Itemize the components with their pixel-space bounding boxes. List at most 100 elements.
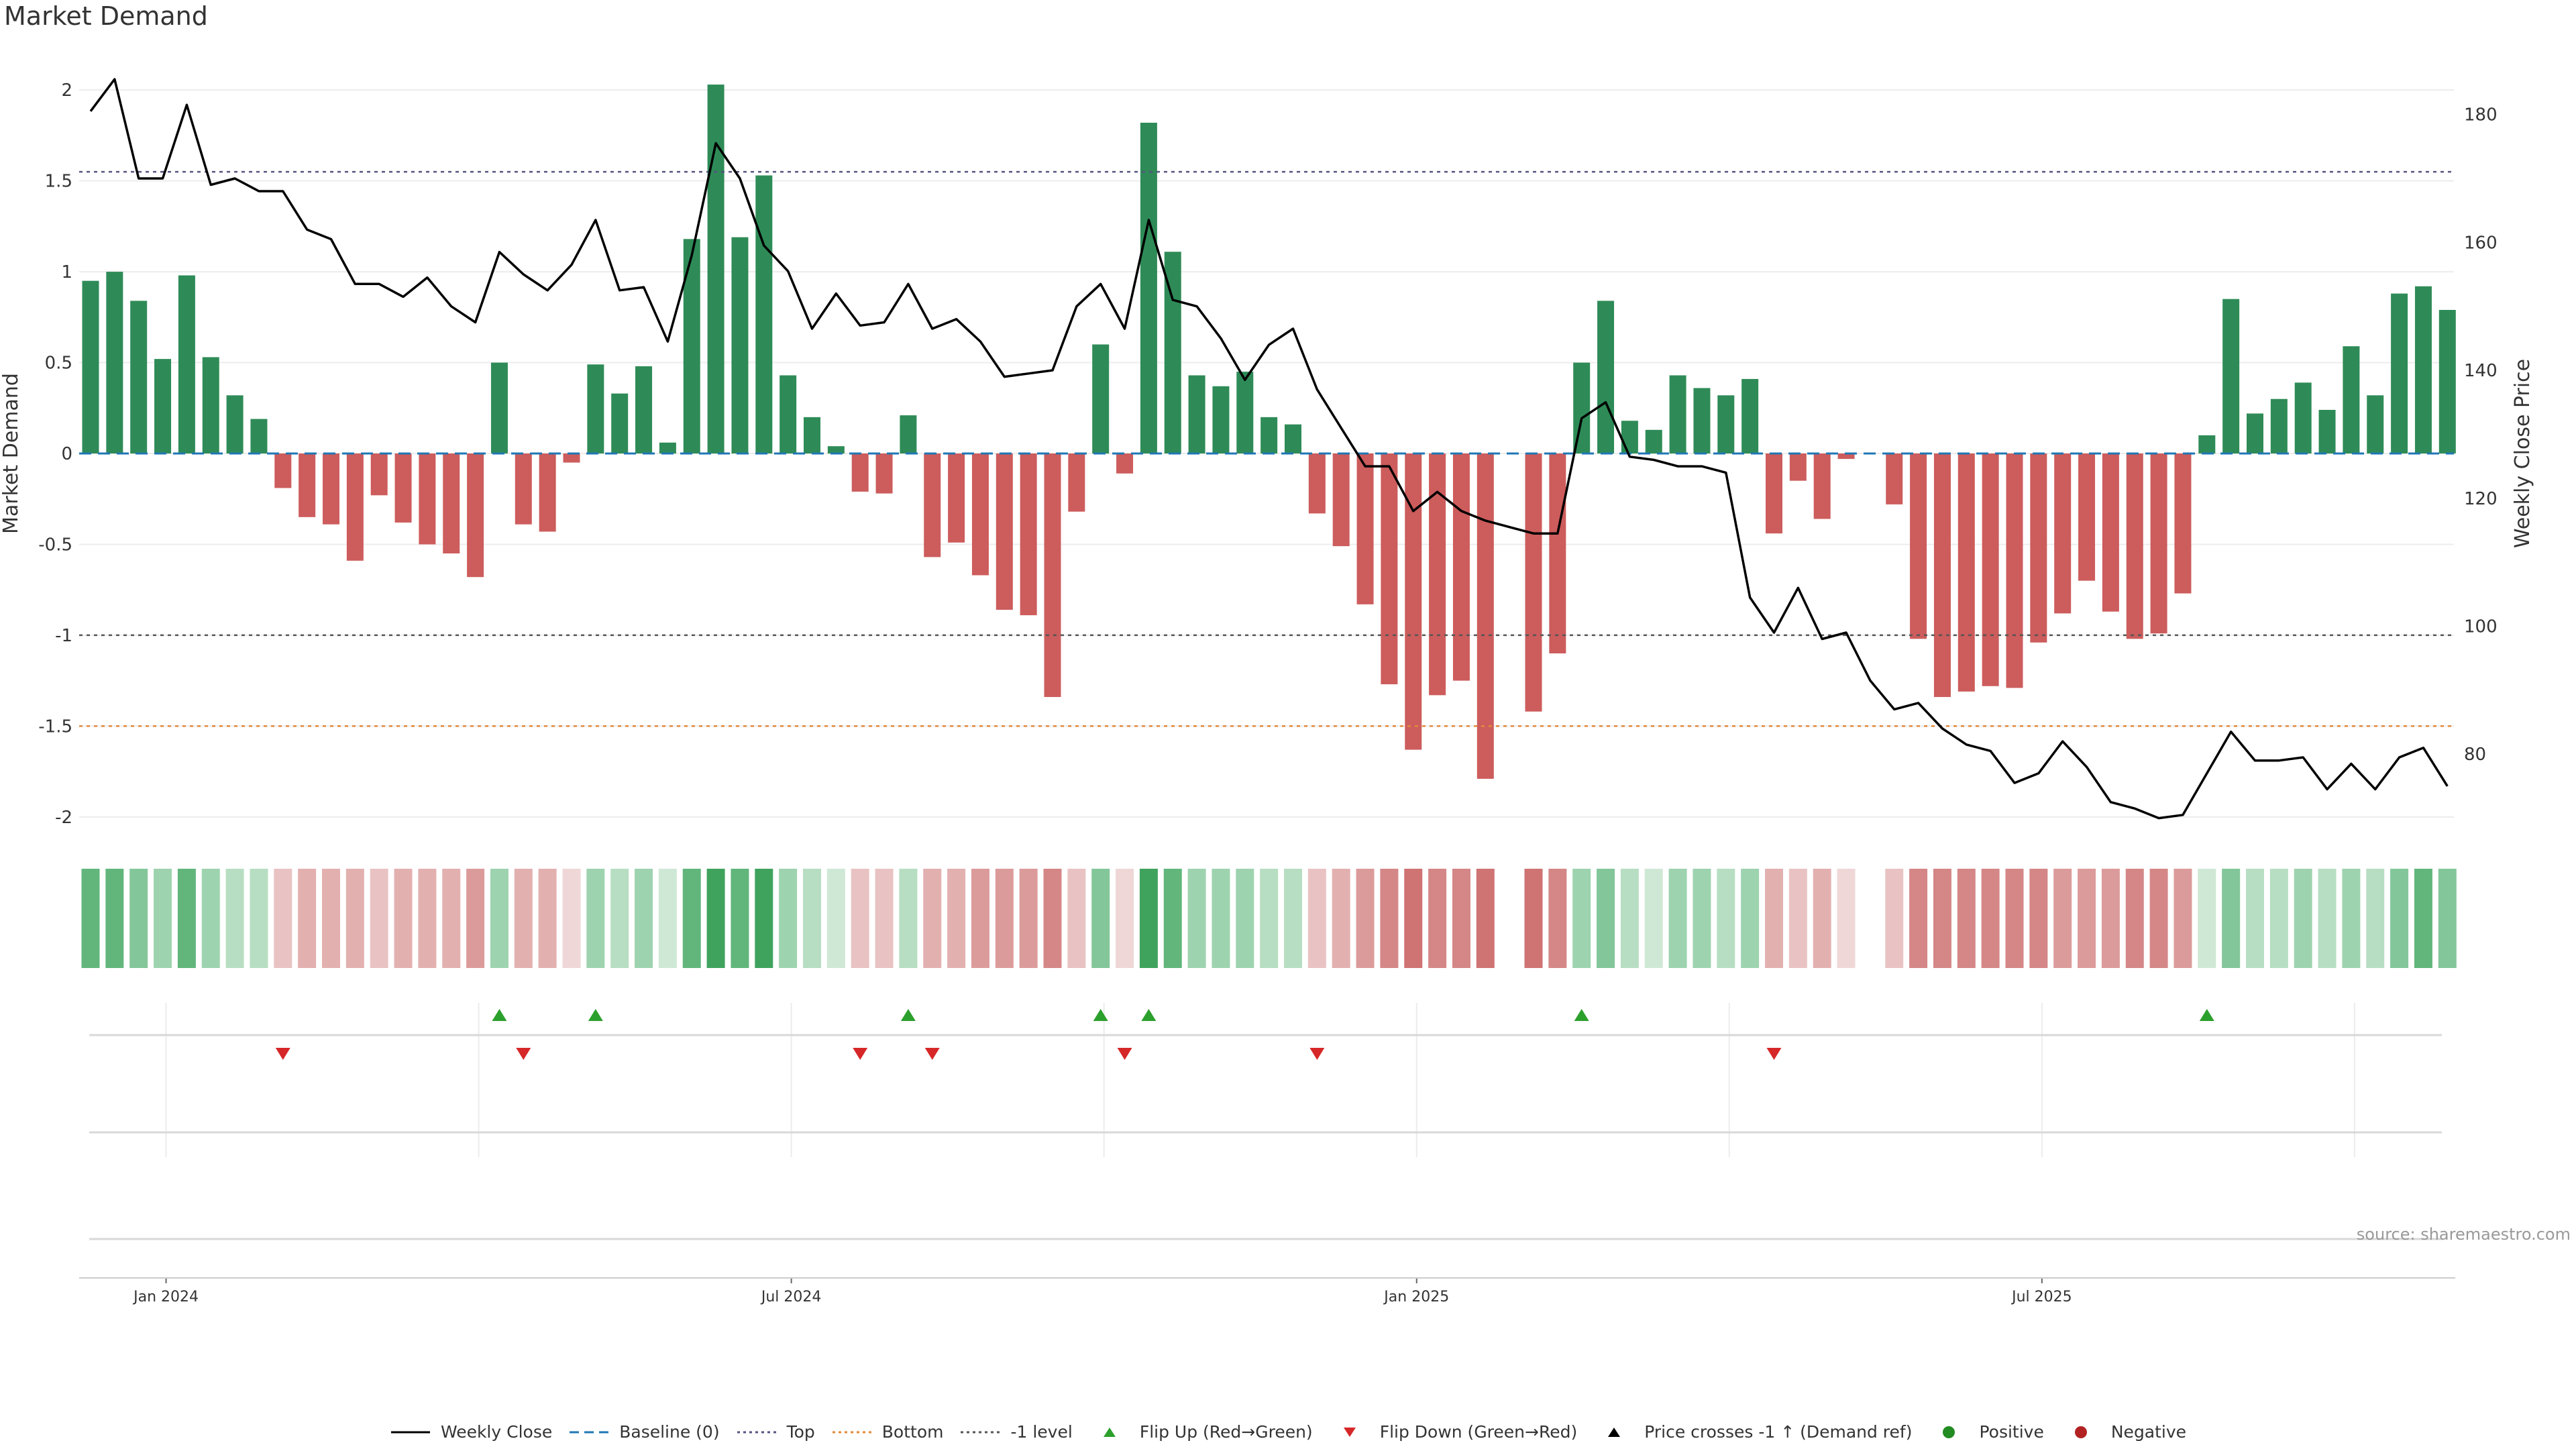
- demand-bar: [1525, 453, 1542, 712]
- legend-baseline-label: Baseline (0): [619, 1422, 720, 1442]
- heat-cell: [538, 869, 557, 968]
- demand-bar: [1260, 417, 1278, 453]
- demand-bar: [1910, 453, 1927, 639]
- heat-cell: [2366, 869, 2385, 968]
- legend-flip-up-label: Flip Up (Red→Green): [1139, 1422, 1313, 1442]
- market-demand-chart: -2 -1.5 -1 -0.5 0 0.5 1 1.5 2 80 100 120 140 160 180 Ma…: [0, 78, 2571, 1305]
- heat-cell: [706, 869, 725, 968]
- demand-bar: [611, 393, 629, 453]
- demand-bar: [780, 375, 797, 453]
- heat-cell: [995, 869, 1014, 968]
- legend-positive-symbol: [1928, 1426, 1970, 1439]
- y-tick-label: 2: [61, 80, 72, 101]
- heat-cell: [2149, 869, 2168, 968]
- heat-cell: [1187, 869, 1206, 968]
- demand-bar: [2247, 413, 2263, 453]
- heat-cell: [514, 869, 533, 968]
- legend-baseline-symbol: [568, 1426, 610, 1439]
- heat-cell: [129, 869, 148, 968]
- heat-cell: [1885, 869, 1904, 968]
- demand-bar: [1573, 362, 1591, 453]
- demand-bar: [1140, 122, 1157, 454]
- demand-bar: [1933, 453, 1951, 698]
- source-label: source: sharemaestro.com: [2357, 1225, 2571, 1244]
- heat-cell: [490, 869, 508, 968]
- demand-bar: [419, 453, 436, 545]
- legend-positive-label: Positive: [1979, 1422, 2044, 1442]
- demand-bar: [1452, 453, 1470, 681]
- demand-bar: [2414, 286, 2432, 453]
- heat-cell: [586, 869, 605, 968]
- demand-bar: [1332, 453, 1350, 547]
- y2-tick-label: 80: [2464, 745, 2486, 765]
- heat-cell: [2053, 869, 2072, 968]
- heat-cell: [2005, 869, 2024, 968]
- heat-cell: [81, 869, 100, 968]
- heat-cell: [2174, 869, 2192, 968]
- demand-bar: [2367, 395, 2384, 453]
- heat-cell: [682, 869, 701, 968]
- legend-top-symbol: [736, 1426, 777, 1439]
- heat-cell: [1019, 869, 1038, 968]
- y-tick-label: 0.5: [45, 354, 72, 374]
- x-tick-label: Jul 2025: [2010, 1289, 2072, 1305]
- demand-bar: [1116, 453, 1134, 474]
- heat-cell: [2222, 869, 2241, 968]
- demand-bar: [346, 453, 364, 561]
- heat-cell: [731, 869, 749, 968]
- y-tick-label: 0: [61, 444, 72, 464]
- y2-tick-label: 120: [2464, 489, 2498, 509]
- heat-cell: [1981, 869, 2000, 968]
- demand-bar: [971, 453, 989, 576]
- demand-bar: [587, 364, 604, 453]
- grid-layer: [79, 89, 2454, 1157]
- flip-up-marker: [588, 1009, 603, 1021]
- heat-cell: [1909, 869, 1928, 968]
- demand-bar: [443, 453, 460, 553]
- demand-heat-strip: [81, 869, 2457, 968]
- heat-cell: [658, 869, 677, 968]
- demand-bar: [2343, 346, 2360, 453]
- demand-bar: [274, 453, 292, 488]
- demand-bar: [515, 453, 532, 525]
- demand-bar: [1044, 453, 1061, 698]
- heat-cell: [635, 869, 653, 968]
- y-tick-label: -1: [55, 626, 72, 646]
- flip-down-marker: [1766, 1048, 1782, 1060]
- heat-cell: [394, 869, 413, 968]
- y-tick-label: 1.5: [45, 172, 72, 192]
- legend-minus1: -1 level: [959, 1422, 1073, 1442]
- heat-cell: [2318, 869, 2337, 968]
- heat-cell: [1476, 869, 1495, 968]
- legend-weekly-close: Weekly Close: [390, 1422, 552, 1442]
- heat-cell: [274, 869, 292, 968]
- legend-negative-label: Negative: [2110, 1422, 2187, 1442]
- legend-negative-symbol: [2060, 1426, 2102, 1439]
- y-tick-label: 1: [61, 262, 72, 282]
- heat-cell: [851, 869, 869, 968]
- flip-down-marker: [275, 1048, 290, 1060]
- demand-bar: [467, 453, 484, 578]
- heat-cell: [1139, 869, 1158, 968]
- heat-cell: [1620, 869, 1639, 968]
- heat-cell: [1644, 869, 1663, 968]
- demand-bar: [2174, 453, 2192, 594]
- chart-legend: Weekly Close Baseline (0) Top Bottom -1 leve…: [0, 1422, 2576, 1442]
- demand-bar: [1549, 453, 1566, 653]
- demand-bar: [1020, 453, 1037, 616]
- demand-bar: [2102, 453, 2119, 612]
- demand-bar: [1477, 453, 1494, 779]
- heat-cell: [1091, 869, 1110, 968]
- flip-up-marker: [1093, 1009, 1108, 1021]
- legend-baseline: Baseline (0): [568, 1422, 720, 1442]
- legend-bottom: Bottom: [831, 1422, 943, 1442]
- heat-cell: [1212, 869, 1230, 968]
- demand-bar: [1645, 429, 1662, 453]
- demand-bar: [2438, 309, 2456, 453]
- heat-cell: [1741, 869, 1760, 968]
- heat-cell: [345, 869, 364, 968]
- legend-price-cross: Price crosses -1 ↑ (Demand ref): [1593, 1422, 1912, 1442]
- legend-minus1-label: -1 level: [1010, 1422, 1073, 1442]
- heat-cell: [154, 869, 172, 968]
- flip-markers-panel: [79, 1009, 2455, 1279]
